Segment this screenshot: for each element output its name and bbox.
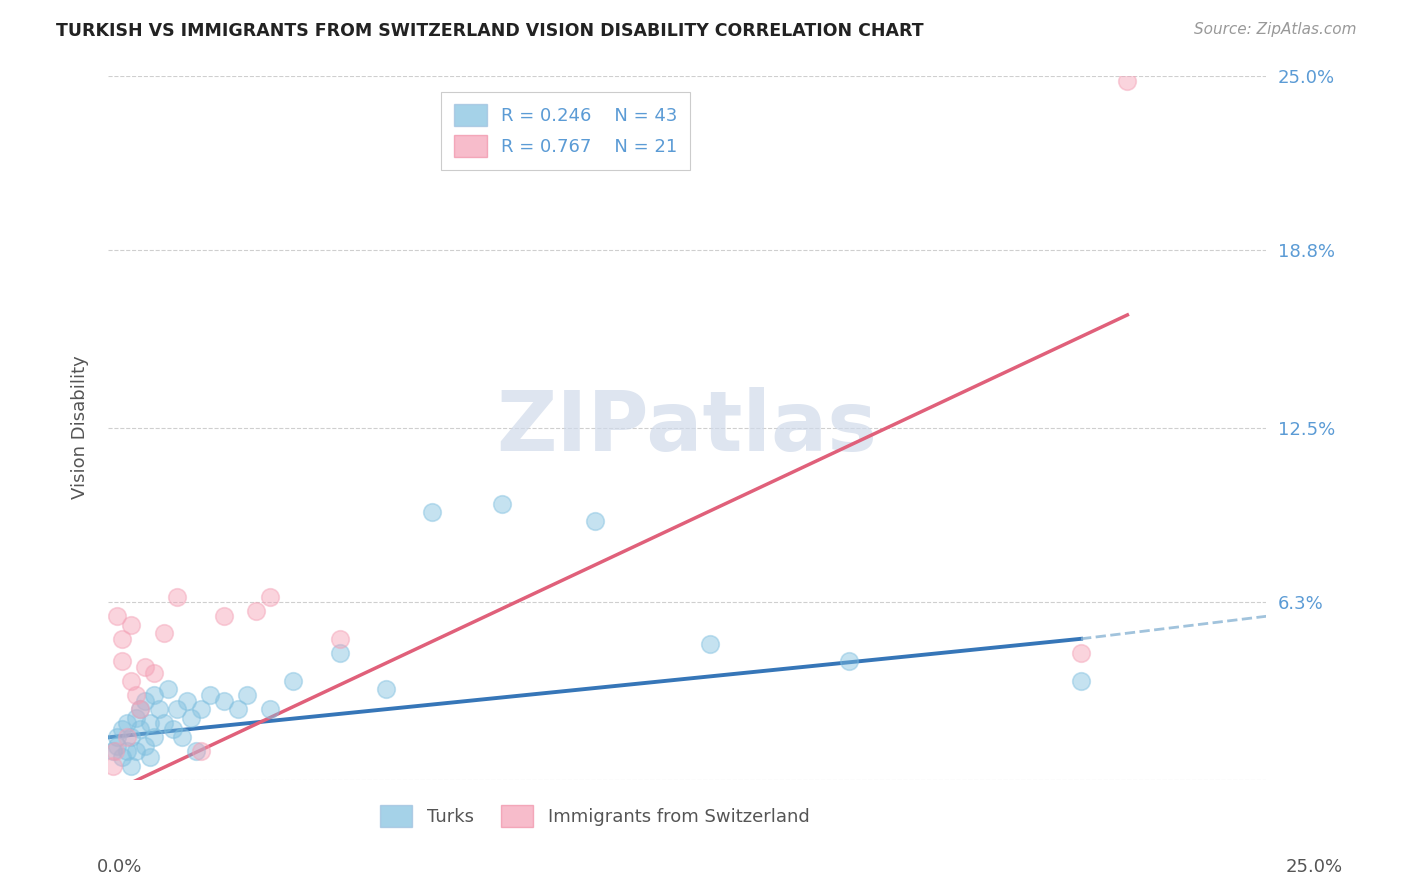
Point: [1070, 646, 1092, 660]
Point: [111, 750, 134, 764]
Point: [111, 722, 134, 736]
Point: [120, 617, 142, 632]
Point: [129, 722, 152, 736]
Point: [283, 673, 305, 688]
Point: [157, 682, 180, 697]
Point: [226, 702, 249, 716]
Point: [115, 716, 138, 731]
Y-axis label: Vision Disability: Vision Disability: [72, 356, 89, 500]
Text: 25.0%: 25.0%: [1286, 858, 1343, 876]
Point: [105, 731, 128, 745]
Point: [138, 716, 160, 731]
Point: [162, 722, 184, 736]
Point: [838, 654, 860, 668]
Point: [143, 688, 166, 702]
Point: [120, 673, 142, 688]
Point: [583, 514, 606, 528]
Point: [125, 744, 148, 758]
Point: [329, 632, 352, 646]
Point: [172, 731, 194, 745]
Text: Source: ZipAtlas.com: Source: ZipAtlas.com: [1194, 22, 1357, 37]
Point: [105, 739, 128, 753]
Point: [1116, 74, 1139, 88]
Point: [245, 604, 267, 618]
Point: [491, 497, 513, 511]
Point: [329, 646, 352, 660]
Point: [143, 665, 166, 680]
Point: [259, 702, 281, 716]
Point: [166, 702, 188, 716]
Point: [104, 744, 127, 758]
Point: [115, 731, 138, 745]
Point: [212, 694, 235, 708]
Point: [138, 750, 160, 764]
Point: [129, 702, 152, 716]
Point: [152, 626, 174, 640]
Point: [420, 505, 443, 519]
Point: [125, 711, 148, 725]
Point: [190, 702, 212, 716]
Point: [184, 744, 207, 758]
Point: [148, 702, 170, 716]
Point: [152, 716, 174, 731]
Text: ZIPatlas: ZIPatlas: [496, 387, 877, 468]
Point: [101, 744, 124, 758]
Point: [180, 711, 202, 725]
Point: [134, 694, 156, 708]
Point: [1070, 673, 1092, 688]
Point: [111, 632, 134, 646]
Point: [120, 758, 142, 772]
Point: [143, 731, 166, 745]
Point: [166, 590, 188, 604]
Point: [259, 590, 281, 604]
Point: [134, 739, 156, 753]
Point: [176, 694, 198, 708]
Point: [236, 688, 259, 702]
Point: [129, 702, 152, 716]
Point: [699, 637, 721, 651]
Point: [134, 660, 156, 674]
Point: [212, 609, 235, 624]
Point: [375, 682, 398, 697]
Point: [101, 758, 124, 772]
Legend: Turks, Immigrants from Switzerland: Turks, Immigrants from Switzerland: [373, 797, 817, 834]
Point: [111, 654, 134, 668]
Point: [105, 609, 128, 624]
Point: [115, 744, 138, 758]
Text: TURKISH VS IMMIGRANTS FROM SWITZERLAND VISION DISABILITY CORRELATION CHART: TURKISH VS IMMIGRANTS FROM SWITZERLAND V…: [56, 22, 924, 40]
Point: [198, 688, 221, 702]
Text: 0.0%: 0.0%: [97, 858, 142, 876]
Point: [190, 744, 212, 758]
Point: [120, 731, 142, 745]
Point: [125, 688, 148, 702]
